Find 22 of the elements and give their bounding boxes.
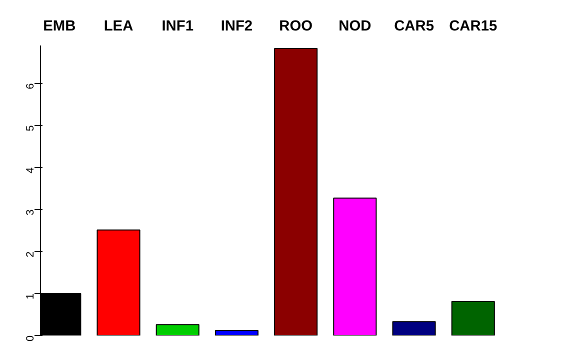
y-tick-label: 5	[24, 125, 36, 132]
bar	[214, 330, 258, 336]
x-tick-label: CAR15	[449, 18, 498, 34]
y-tick-label: 0	[24, 335, 36, 342]
x-tick-label: NOD	[338, 18, 372, 34]
y-tick-label: 1	[24, 293, 36, 300]
bar	[451, 300, 495, 336]
bar	[96, 230, 140, 336]
y-tick-label: 3	[24, 209, 36, 216]
bar	[333, 198, 377, 336]
y-tick-label: 2	[24, 251, 36, 258]
bar	[274, 48, 318, 336]
bar	[156, 324, 200, 336]
bar	[392, 321, 436, 336]
x-tick-label: EMB	[43, 18, 76, 34]
y-tick-label: 6	[24, 83, 36, 90]
x-tick-label: CAR5	[394, 18, 434, 34]
x-tick-label: INF2	[220, 18, 253, 34]
y-tick-label: 4	[24, 167, 36, 174]
x-tick-label: ROO	[279, 18, 313, 34]
x-tick-label: LEA	[104, 18, 134, 34]
x-tick-label: INF1	[162, 18, 194, 34]
